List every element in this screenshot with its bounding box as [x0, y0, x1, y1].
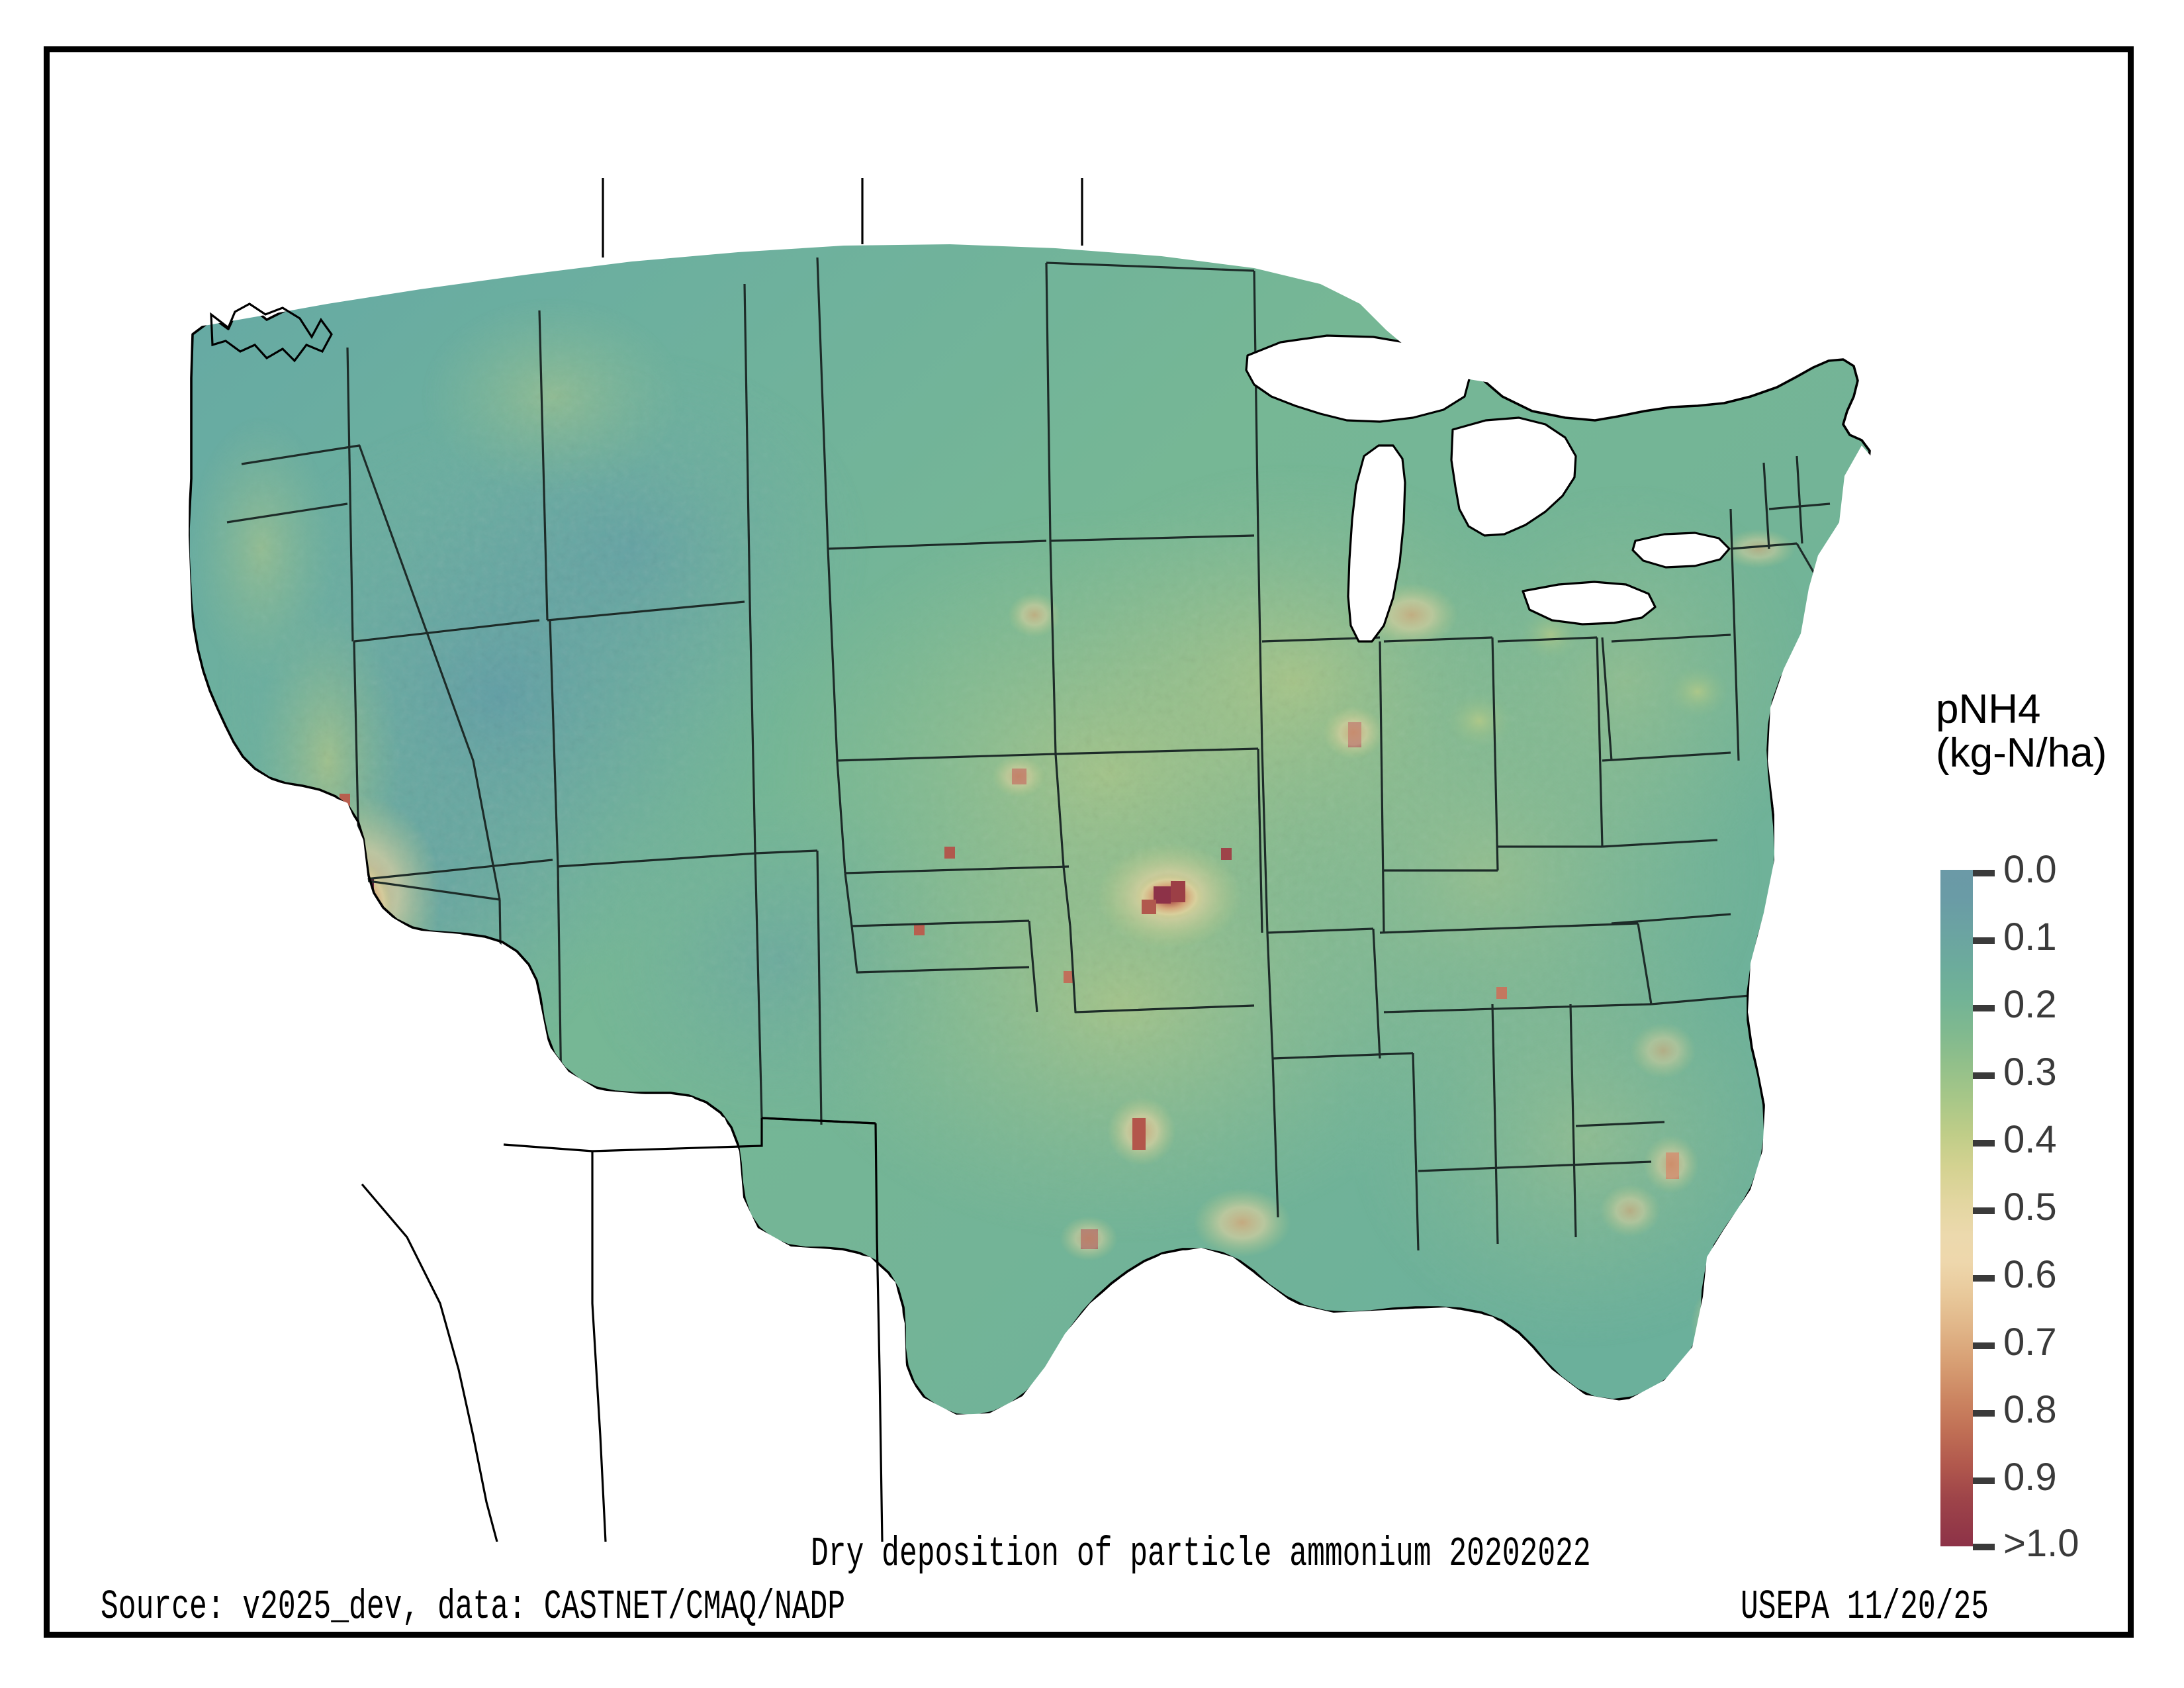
colorbar-label-3: 0.3 — [2003, 1051, 2057, 1094]
colorbar-legend: pNH4 (kg-N/ha) 0.0 0.1 0.2 0.3 0.4 0.5 0… — [1903, 688, 2181, 1575]
no-data-mask — [129, 178, 1916, 1542]
colorbar-label-6: 0.6 — [2003, 1253, 2057, 1296]
colorbar-label-4: 0.4 — [2003, 1118, 2057, 1161]
colorbar-tick-7 — [1973, 1342, 1995, 1349]
colorbar-label-2: 0.2 — [2003, 983, 2057, 1026]
agency-stamp: USEPA 11/20/25 — [1741, 1583, 1989, 1630]
legend-variable: pNH4 — [1936, 686, 2041, 732]
colorbar-label-7: 0.7 — [2003, 1321, 2057, 1364]
source-credit: Source: v2025_dev, data: CASTNET/CMAQ/NA… — [101, 1583, 846, 1630]
colorbar-label-9: 0.9 — [2003, 1456, 2057, 1499]
colorbar-tick-10 — [1973, 1544, 1995, 1550]
figure-frame: pNH4 (kg-N/ha) 0.0 0.1 0.2 0.3 0.4 0.5 0… — [44, 46, 2134, 1638]
colorbar-tick-3 — [1973, 1072, 1995, 1079]
colorbar-tick-1 — [1973, 937, 1995, 944]
map-canvas — [129, 178, 1916, 1542]
legend-units: (kg-N/ha) — [1936, 730, 2107, 776]
colorbar-label-0: 0.0 — [2003, 848, 2057, 891]
legend-title: pNH4 (kg-N/ha) — [1936, 688, 2181, 775]
colorbar-tick-9 — [1973, 1477, 1995, 1484]
colorbar-gradient[interactable] — [1940, 870, 1973, 1546]
colorbar-tick-4 — [1973, 1140, 1995, 1147]
colorbar-tick-8 — [1973, 1410, 1995, 1417]
colorbar-label-5: 0.5 — [2003, 1186, 2057, 1229]
colorbar-tick-2 — [1973, 1005, 1995, 1011]
colorbar-tick-0 — [1973, 870, 1995, 876]
neighbor-boundaries — [210, 178, 1083, 1542]
colorbar-tick-5 — [1973, 1207, 1995, 1214]
great-lakes — [1245, 334, 1731, 643]
colorbar-tick-6 — [1973, 1275, 1995, 1282]
chart-title: Dry deposition of particle ammonium 2020… — [811, 1530, 1591, 1577]
colorbar-label-1: 0.1 — [2003, 915, 2057, 959]
colorbar-label-8: 0.8 — [2003, 1388, 2057, 1431]
deposition-map — [129, 178, 1916, 1542]
colorbar-label-10: >1.0 — [2003, 1522, 2079, 1565]
